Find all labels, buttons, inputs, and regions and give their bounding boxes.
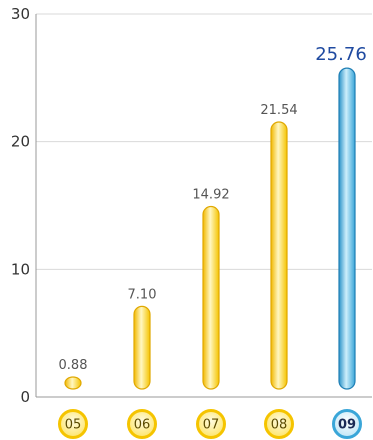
y-tick-label-20: 20 — [11, 133, 30, 151]
bar-07 — [202, 205, 220, 390]
y-tick-label-30: 30 — [11, 5, 30, 23]
value-label-08: 21.54 — [260, 103, 297, 118]
category-badge-08: 08 — [264, 409, 294, 439]
category-badge-circle-06 — [127, 409, 157, 439]
category-badge-circle-05 — [58, 409, 88, 439]
category-badges: 05 06 07 08 09 — [58, 409, 362, 439]
category-label-06: 06 — [134, 418, 151, 433]
bar-09 — [338, 67, 356, 390]
axes — [35, 14, 372, 398]
y-tick-label-0: 0 — [20, 388, 30, 406]
category-badge-06: 06 — [127, 409, 157, 439]
category-badge-05: 05 — [58, 409, 88, 439]
category-badge-09: 09 — [332, 409, 362, 439]
category-badge-circle-07 — [196, 409, 226, 439]
value-labels: 0.88 7.10 14.92 21.54 25.76 — [59, 44, 367, 373]
category-label-09: 09 — [338, 418, 356, 433]
category-badge-circle-08 — [264, 409, 294, 439]
bar-08 — [270, 121, 288, 390]
bar-05 — [64, 376, 82, 390]
category-label-08: 08 — [271, 418, 288, 433]
category-badge-07: 07 — [196, 409, 226, 439]
bar-06 — [133, 305, 151, 390]
value-label-06: 7.10 — [128, 287, 157, 302]
category-badge-circle-09 — [332, 409, 362, 439]
value-label-09: 25.76 — [315, 44, 367, 65]
y-tick-label-10: 10 — [11, 260, 30, 278]
category-label-05: 05 — [65, 418, 82, 433]
bars — [64, 67, 356, 390]
value-label-05: 0.88 — [59, 358, 88, 373]
value-label-07: 14.92 — [192, 188, 229, 203]
y-tick-labels: 0 10 20 30 — [11, 5, 30, 406]
category-label-07: 07 — [203, 418, 220, 433]
